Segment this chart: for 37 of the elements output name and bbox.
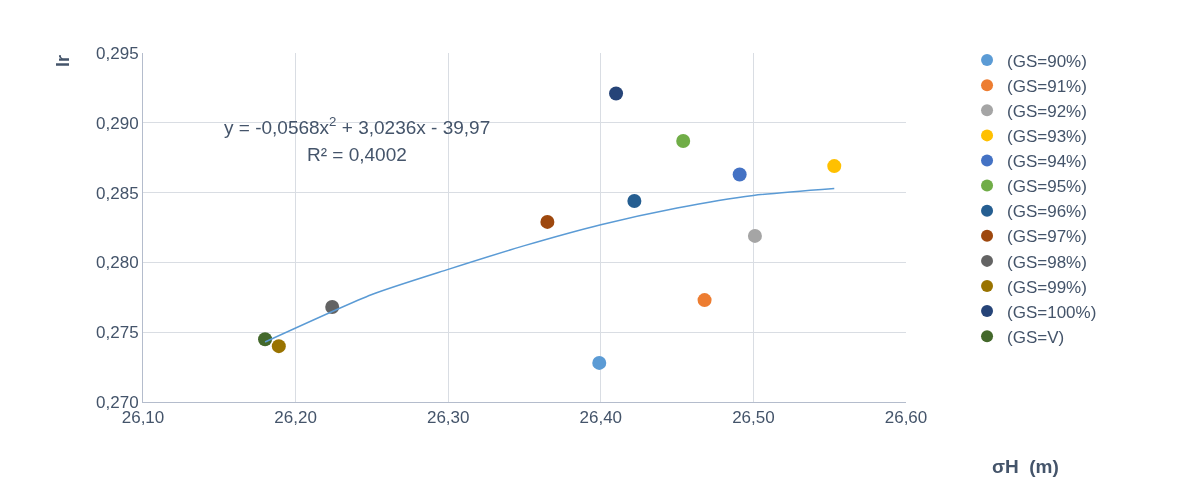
legend-label: (GS=V) [1007, 327, 1065, 347]
y-tick-label: 0,275 [96, 323, 139, 343]
legend-label: (GS=92%) [1007, 101, 1087, 121]
x-tick-label: 26,20 [274, 408, 317, 428]
point [592, 355, 607, 370]
legend-label: (GS=90%) [1007, 51, 1087, 71]
x-tick-label: 26,30 [426, 408, 470, 428]
x-tick-label: 26,50 [732, 408, 775, 428]
point [747, 228, 762, 243]
y-tick-label: 0,285 [96, 183, 139, 203]
legend-label: (GS=98%) [1007, 252, 1087, 272]
y-tick-label: 0,295 [96, 43, 139, 63]
point [627, 193, 642, 208]
x-tick-label: 26,60 [884, 408, 928, 428]
y-axis-title: lr [52, 54, 73, 67]
point [258, 332, 273, 347]
legend-label: (GS=96%) [1007, 202, 1087, 222]
x-tick-label: 26,40 [579, 408, 623, 428]
point [697, 293, 712, 308]
annotation: y = -0,0568x$^{2}$ + 3,0236x - 39,97 [224, 114, 491, 138]
y-tick-label: 0,290 [96, 113, 139, 133]
point [271, 339, 286, 354]
legend-label: (GS=95%) [1007, 177, 1087, 197]
annotation: R² = 0,4002 [307, 144, 407, 165]
legend-label: (GS=94%) [1007, 152, 1087, 172]
point [540, 214, 555, 229]
point [827, 159, 842, 174]
legend-label: (GS=99%) [1007, 277, 1087, 297]
legend-label: (GS=97%) [1007, 227, 1087, 247]
legend-label: (GS=91%) [1007, 76, 1087, 96]
legend-label: (GS=93%) [1007, 127, 1087, 147]
x-axis-title: σH (m) [992, 456, 1059, 477]
point [732, 167, 747, 182]
point [676, 133, 691, 148]
y-tick-label: 0,280 [96, 253, 139, 273]
point [609, 86, 624, 101]
legend-label: (GS=100%) [1007, 302, 1097, 322]
